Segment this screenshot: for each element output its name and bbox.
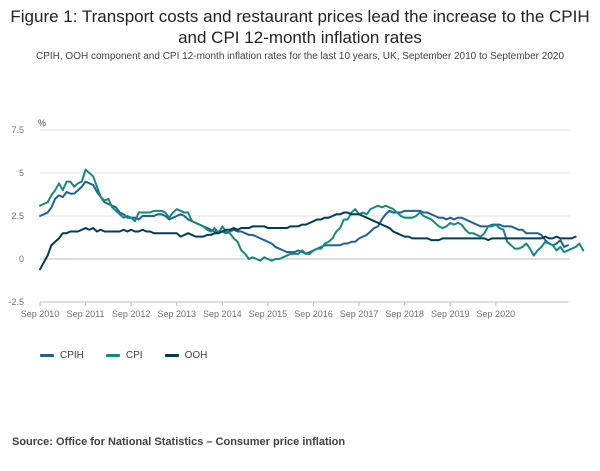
x-tick-label: Sep 2019 [431,309,470,319]
legend-item-cpi[interactable]: CPI [105,350,143,361]
y-axis-unit-label: % [38,118,46,128]
source-note: Source: Office for National Statistics –… [12,436,346,448]
y-tick-label: 0 [19,254,24,264]
chart-title: Figure 1: Transport costs and restaurant… [10,7,590,47]
y-tick-label: 5 [19,168,24,178]
chart-legend: CPIH CPI OOH [40,350,207,361]
legend-swatch-ooh [164,354,179,357]
x-tick-label: Sep 2013 [157,309,196,319]
legend-item-ooh[interactable]: OOH [164,350,208,361]
x-tick-label: Sep 2012 [112,309,151,319]
legend-label-cpi: CPI [125,350,143,361]
x-tick-label: Sep 2015 [249,309,288,319]
y-tick-label: -2.5 [8,297,24,307]
series-line-cpi [39,168,585,262]
x-tick-label: Sep 2016 [294,309,333,319]
x-tick-label: Sep 2014 [203,309,242,319]
x-tick-label: Sep 2020 [477,309,516,319]
legend-swatch-cpi [105,354,120,357]
y-tick-label: 7.5 [11,125,24,135]
x-tick-label: Sep 2010 [21,309,60,319]
series-line-cpih [39,180,569,255]
x-tick-label: Sep 2011 [67,309,105,319]
x-tick-label: Sep 2018 [385,309,424,319]
x-tick-label: Sep 2017 [340,309,379,319]
y-tick-label: 2.5 [11,211,24,221]
chart-subtitle: CPIH, OOH component and CPI 12-month inf… [35,51,565,62]
legend-label-cpih: CPIH [60,350,84,361]
legend-swatch-cpih [40,354,54,357]
series-line-ooh [39,211,577,271]
legend-item-cpih[interactable]: CPIH [40,350,84,361]
legend-label-ooh: OOH [184,350,208,361]
